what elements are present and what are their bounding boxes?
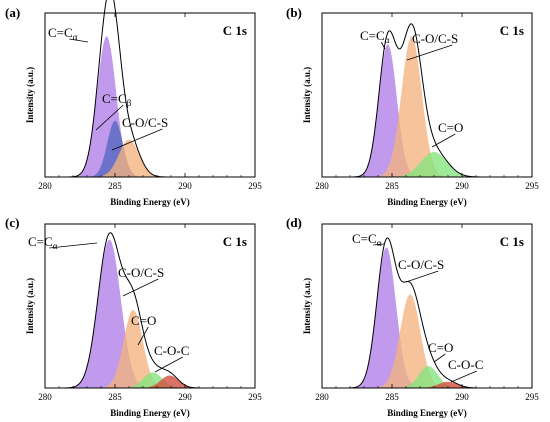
peak-component-purple <box>45 36 255 178</box>
x-tick-label: 285 <box>385 392 399 402</box>
plot-frame <box>44 223 256 389</box>
peak-annotation-subscript: α <box>53 241 58 251</box>
panel-d: 280 285 290 295 Binding Energy (eV) Intensity… <box>286 215 539 418</box>
peak-annotation: C-O-C <box>448 357 483 372</box>
peak-component-orange <box>45 139 255 177</box>
peak-annotation-subscript: α <box>73 32 78 42</box>
annotation-leader-line <box>433 353 446 363</box>
x-tick-label: 285 <box>385 181 399 191</box>
peak-annotation: C-O-C <box>154 343 189 358</box>
x-tick-label: 280 <box>38 392 52 402</box>
corner-label: C 1s <box>223 23 247 38</box>
plot-frame <box>321 12 533 178</box>
peak-annotation: C=O <box>438 120 463 135</box>
x-axis-title: Binding Energy (eV) <box>387 408 467 418</box>
x-tick-label: 290 <box>178 181 192 191</box>
peak-annotation-text: C=C <box>28 234 53 249</box>
plot-frame <box>44 12 256 178</box>
peak-annotation-text: C=O <box>438 120 463 135</box>
x-tick-label: 295 <box>525 181 539 191</box>
peak-annotation: C-O/C-S <box>412 31 458 46</box>
peak-annotation: C=Cα <box>352 231 382 248</box>
peak-annotation: C=O <box>428 340 453 355</box>
annotation-leader-line <box>154 356 183 373</box>
corner-label: C 1s <box>500 23 524 38</box>
annotation-leader-line <box>122 278 159 297</box>
peak-annotation: C=Cβ <box>102 91 132 108</box>
x-tick-label: 280 <box>38 181 52 191</box>
x-tick-label: 295 <box>248 392 262 402</box>
peak-component-orange <box>45 309 255 388</box>
panel-c: 280 285 290 295 Binding Energy (eV) Intensity… <box>5 215 262 418</box>
peak-annotation: C-O/C-S <box>118 265 164 280</box>
peak-annotation-text: C-O-C <box>154 343 189 358</box>
peak-annotation: C=Cα <box>48 25 78 42</box>
peak-annotation: C-O/C-S <box>122 115 168 130</box>
envelope-curve <box>45 232 255 389</box>
peak-annotation: C=Cα <box>360 28 390 45</box>
panel-label: (c) <box>5 215 19 230</box>
peak-component-green <box>322 152 532 177</box>
x-tick-label: 285 <box>108 392 122 402</box>
x-tick-label: 295 <box>248 181 262 191</box>
x-tick-label: 290 <box>455 181 469 191</box>
peak-annotation-text: C=O <box>131 313 156 328</box>
x-tick-label: 280 <box>315 181 329 191</box>
peak-component-green <box>45 372 255 388</box>
panel-b: 280 285 290 295 Binding Energy (eV) Intensity… <box>286 5 539 207</box>
peak-component-orange <box>322 36 532 178</box>
corner-label: C 1s <box>500 234 524 249</box>
annotation-leader-line <box>450 370 477 383</box>
y-axis-title: Intensity (a.u.) <box>302 278 312 334</box>
peak-annotation-text: C-O/C-S <box>118 265 164 280</box>
peak-annotation-subscript: α <box>377 238 382 248</box>
peak-annotation-text: C=C <box>48 25 73 40</box>
x-tick-label: 295 <box>525 392 539 402</box>
peak-annotation: C-O/C-S <box>398 257 444 272</box>
y-axis-title: Intensity (a.u.) <box>25 278 35 334</box>
annotation-leader-line <box>95 104 124 131</box>
annotation-leader-line <box>405 270 439 283</box>
x-tick-label: 280 <box>315 392 329 402</box>
y-axis-title: Intensity (a.u.) <box>302 67 312 123</box>
annotation-leader-line <box>49 242 98 249</box>
peak-annotation-text: C=C <box>360 28 385 43</box>
x-tick-label: 285 <box>108 181 122 191</box>
peak-annotation-subscript: α <box>385 35 390 45</box>
annotation-leader-line <box>431 133 456 148</box>
peak-annotation-text: C=O <box>428 340 453 355</box>
peak-annotation-subscript: β <box>127 98 132 108</box>
annotation-leader-line <box>406 44 453 61</box>
annotation-leader-line <box>380 41 386 50</box>
peak-annotation-text: C-O-C <box>448 357 483 372</box>
x-axis-title: Binding Energy (eV) <box>387 197 467 207</box>
peak-annotation: C=Cα <box>28 234 58 251</box>
annotation-leader-line <box>111 128 163 151</box>
peak-annotation-text: C-O/C-S <box>398 257 444 272</box>
peak-annotation-text: C=C <box>352 231 377 246</box>
annotation-leader-line <box>69 38 89 43</box>
peak-component-purple <box>322 247 532 388</box>
peak-annotation: C=O <box>131 313 156 328</box>
y-axis-title: Intensity (a.u.) <box>25 67 35 123</box>
corner-label: C 1s <box>223 234 247 249</box>
panel-label: (d) <box>286 215 302 230</box>
x-tick-label: 290 <box>178 392 192 402</box>
panel-label: (a) <box>5 5 20 20</box>
peak-annotation-text: C-O/C-S <box>122 115 168 130</box>
peak-component-green <box>322 366 532 388</box>
x-tick-label: 290 <box>455 392 469 402</box>
x-axis-title: Binding Energy (eV) <box>110 408 190 418</box>
peak-component-purple <box>45 239 255 388</box>
panel-a: 280 285 290 295 Binding Energy (eV) Intensity… <box>5 0 262 207</box>
peak-annotation-text: C-O/C-S <box>412 31 458 46</box>
panel-label: (b) <box>286 5 302 20</box>
annotation-leader-line <box>137 326 149 346</box>
plot-frame <box>321 223 533 389</box>
peak-component-purple <box>322 44 532 177</box>
annotation-leader-line <box>373 243 385 246</box>
x-axis-title: Binding Energy (eV) <box>110 197 190 207</box>
peak-annotation-text: C=C <box>102 91 127 106</box>
